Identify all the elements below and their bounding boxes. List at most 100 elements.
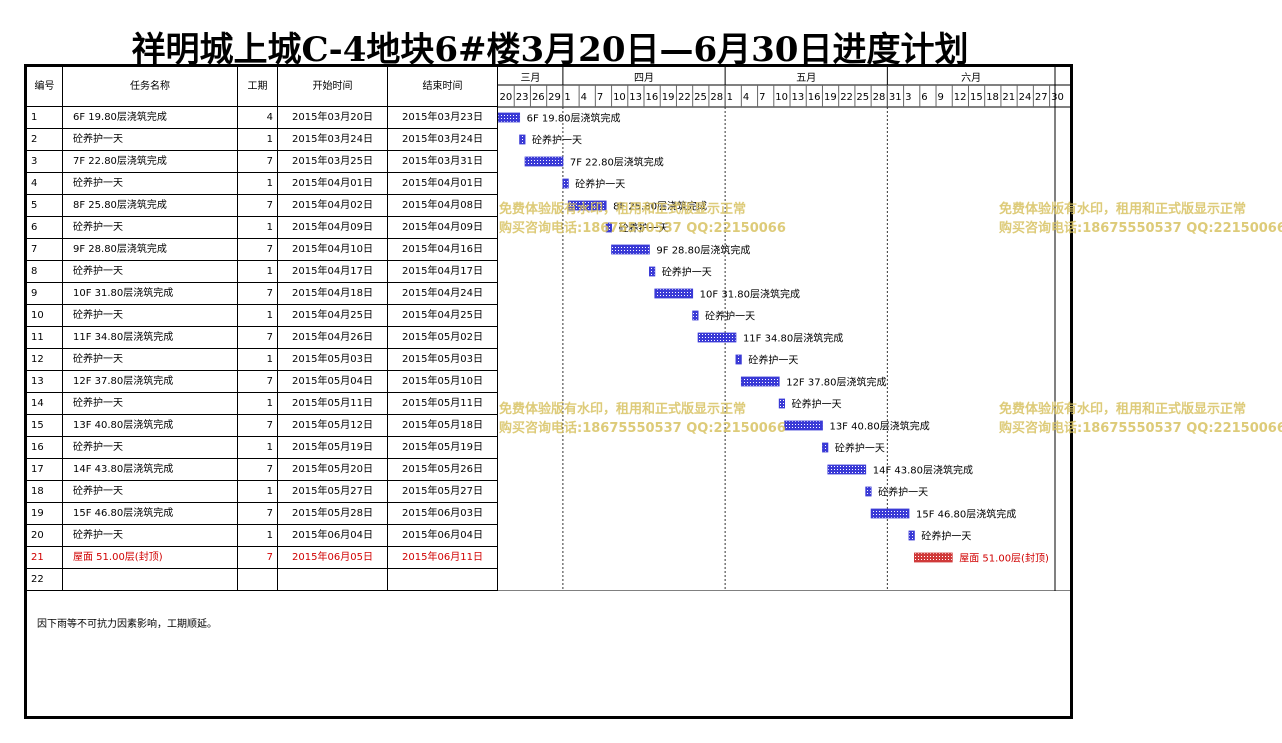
watermark-line: 免费体验版有水印，租用和正式版显示正常 — [499, 402, 747, 417]
cell-end: 2015年04月25日 — [388, 305, 498, 327]
cell-start: 2015年05月28日 — [278, 503, 388, 525]
day-tick-label: 1 — [727, 92, 733, 103]
day-tick-label: 15 — [970, 92, 983, 103]
cell-end: 2015年04月16日 — [388, 239, 498, 261]
gantt-bar-label: 屋面 51.00层(封顶) — [959, 552, 1049, 565]
day-tick-label: 24 — [1019, 92, 1032, 103]
gantt-frame: 编号 任务名称 工期 开始时间 结束时间 1 6F 19.80层浇筑完成 4 2015年03月2… — [24, 64, 1073, 719]
day-tick-label: 30 — [1051, 92, 1064, 103]
cell-id: 2 — [27, 129, 63, 151]
cell-id: 17 — [27, 459, 63, 481]
gantt-bar-label: 10F 31.80层浇筑完成 — [700, 288, 800, 301]
cell-name: 砼养护一天 — [63, 261, 238, 283]
month-label: 六月 — [961, 72, 981, 84]
watermark-line: 购买咨询电话:18675550537 QQ:22150066 — [499, 421, 786, 436]
day-tick-label: 10 — [775, 92, 788, 103]
gantt-bar — [611, 244, 650, 255]
cell-name: 13F 40.80层浇筑完成 — [63, 415, 238, 437]
gantt-bar — [908, 530, 915, 541]
cell-name: 14F 43.80层浇筑完成 — [63, 459, 238, 481]
cell-duration: 7 — [238, 503, 278, 525]
month-label: 五月 — [796, 72, 816, 84]
cell-end: 2015年05月19日 — [388, 437, 498, 459]
cell-end: 2015年03月31日 — [388, 151, 498, 173]
cell-end: 2015年05月10日 — [388, 371, 498, 393]
day-tick-label: 25 — [856, 92, 869, 103]
cell-name: 砼养护一天 — [63, 481, 238, 503]
cell-start: 2015年06月04日 — [278, 525, 388, 547]
cell-name: 11F 34.80层浇筑完成 — [63, 327, 238, 349]
gantt-bar-label: 砼养护一天 — [662, 266, 712, 279]
day-tick-label: 27 — [1035, 92, 1048, 103]
watermark-line: 免费体验版有水印，租用和正式版显示正常 — [499, 202, 747, 217]
cell-id: 14 — [27, 393, 63, 415]
gantt-bar — [519, 134, 526, 145]
cell-start: 2015年05月04日 — [278, 371, 388, 393]
gantt-bar-label: 11F 34.80层浇筑完成 — [743, 332, 843, 345]
day-tick-label: 9 — [938, 92, 944, 103]
cell-duration: 7 — [238, 327, 278, 349]
cell-id: 15 — [27, 415, 63, 437]
day-tick-label: 16 — [646, 92, 659, 103]
cell-id: 16 — [27, 437, 63, 459]
cell-end — [388, 569, 498, 591]
gantt-bar — [740, 376, 780, 387]
gantt-bar-label: 砼养护一天 — [619, 222, 669, 235]
gantt-bar-label: 12F 37.80层浇筑完成 — [786, 376, 886, 389]
cell-start: 2015年05月12日 — [278, 415, 388, 437]
cell-duration: 7 — [238, 283, 278, 305]
gantt-bar-label: 砼养护一天 — [792, 398, 842, 411]
cell-name: 砼养护一天 — [63, 349, 238, 371]
gantt-bar — [654, 288, 694, 299]
cell-duration: 7 — [238, 415, 278, 437]
watermark: 免费体验版有水印，租用和正式版显示正常 购买咨询电话:18675550537 QQ… — [499, 200, 786, 238]
gantt-bar-label: 13F 40.80层浇筑完成 — [829, 420, 929, 433]
watermark-line: 免费体验版有水印，租用和正式版显示正常 — [999, 402, 1247, 417]
cell-end: 2015年04月01日 — [388, 173, 498, 195]
cell-start: 2015年06月05日 — [278, 547, 388, 569]
cell-start: 2015年03月20日 — [278, 107, 388, 129]
cell-name: 9F 28.80层浇筑完成 — [63, 239, 238, 261]
cell-name: 砼养护一天 — [63, 437, 238, 459]
gantt-bar — [697, 332, 737, 343]
gantt-bar — [778, 398, 786, 409]
gantt-bar — [870, 508, 910, 519]
cell-name: 7F 22.80层浇筑完成 — [63, 151, 238, 173]
gantt-bar — [735, 354, 742, 365]
cell-end: 2015年03月24日 — [388, 129, 498, 151]
cell-start: 2015年05月19日 — [278, 437, 388, 459]
day-tick-label: 4 — [581, 92, 587, 103]
column-header-name: 任务名称 — [63, 67, 238, 107]
gantt-bar — [865, 486, 872, 497]
cell-end: 2015年05月03日 — [388, 349, 498, 371]
cell-id: 11 — [27, 327, 63, 349]
cell-id: 4 — [27, 173, 63, 195]
cell-name: 砼养护一天 — [63, 173, 238, 195]
gantt-bar — [822, 442, 829, 453]
cell-name: 8F 25.80层浇筑完成 — [63, 195, 238, 217]
cell-end: 2015年03月23日 — [388, 107, 498, 129]
cell-duration: 1 — [238, 261, 278, 283]
cell-start: 2015年04月26日 — [278, 327, 388, 349]
day-tick-label: 26 — [532, 92, 545, 103]
day-tick-label: 19 — [824, 92, 837, 103]
cell-duration: 7 — [238, 547, 278, 569]
cell-id: 8 — [27, 261, 63, 283]
gantt-bar — [784, 420, 823, 431]
cell-start: 2015年04月17日 — [278, 261, 388, 283]
watermark: 免费体验版有水印，租用和正式版显示正常 购买咨询电话:18675550537 QQ… — [999, 200, 1282, 238]
cell-start: 2015年05月03日 — [278, 349, 388, 371]
page-title: 祥明城上城C-4地块6#楼3月20日—6月30日进度计划 — [131, 30, 969, 70]
cell-id: 10 — [27, 305, 63, 327]
column-header-start: 开始时间 — [278, 67, 388, 107]
watermark-line: 购买咨询电话:18675550537 QQ:22150066 — [999, 421, 1282, 436]
cell-name: 砼养护一天 — [63, 525, 238, 547]
cell-name — [63, 569, 238, 591]
cell-name: 砼养护一天 — [63, 217, 238, 239]
gantt-bar — [562, 178, 569, 189]
cell-start: 2015年04月10日 — [278, 239, 388, 261]
cell-name: 10F 31.80层浇筑完成 — [63, 283, 238, 305]
cell-id: 13 — [27, 371, 63, 393]
day-tick-label: 4 — [743, 92, 749, 103]
cell-name: 12F 37.80层浇筑完成 — [63, 371, 238, 393]
